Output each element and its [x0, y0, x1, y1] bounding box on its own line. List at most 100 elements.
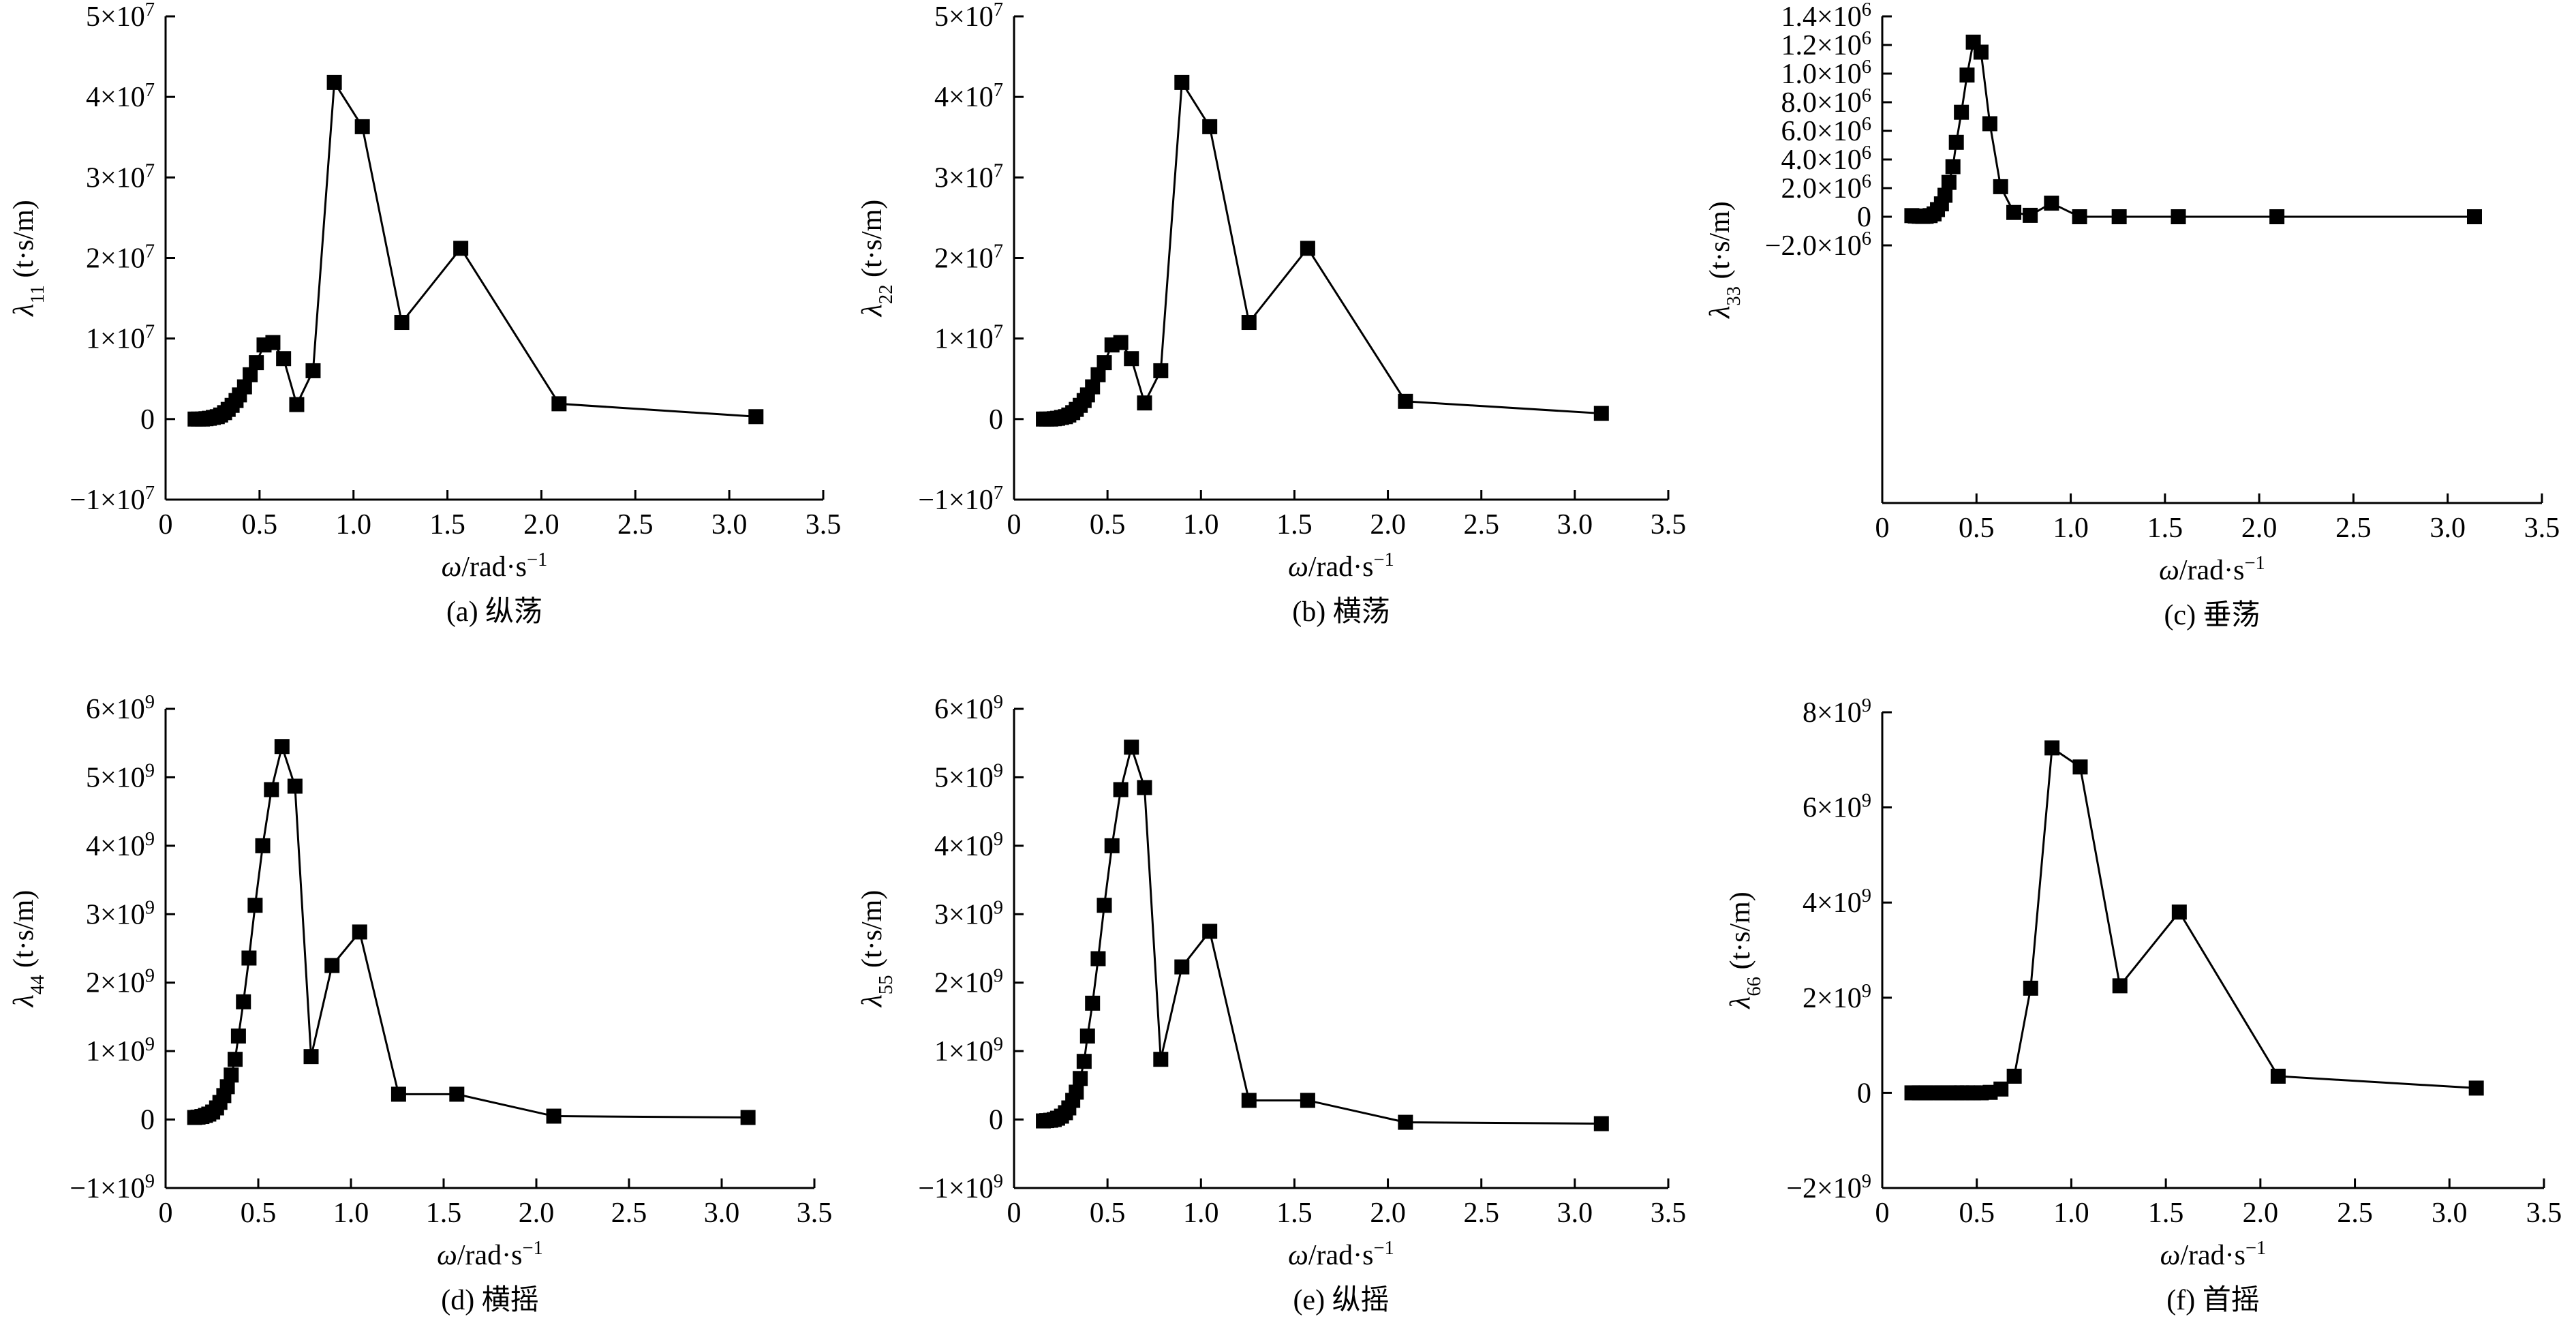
data-point: [2269, 209, 2285, 224]
y-tick-label: 8×109: [1803, 695, 1871, 729]
chart-a: 0 0.5 1.0 1.5 2.0 2.5 3.0 3.5−1×10701×1072×1073…: [8, 0, 841, 628]
y-tick-label: 3×109: [86, 897, 155, 931]
y-tick-label: 4×109: [86, 828, 155, 862]
data-point: [326, 74, 342, 90]
x-tick-label: 1.5: [429, 509, 465, 540]
chart-b: 0 0.5 1.0 1.5 2.0 2.5 3.0 3.5−1×10701×1072×1073…: [857, 0, 1686, 628]
x-tick-label: 3.0: [2429, 513, 2466, 544]
y-tick-label: 0: [140, 1105, 155, 1136]
y-tick-label: 2×109: [934, 965, 1003, 999]
data-point: [1174, 74, 1190, 90]
x-tick-label: 2.0: [1370, 1198, 1406, 1229]
data-point: [394, 315, 410, 331]
y-tick-label: 5×107: [934, 0, 1003, 33]
data-point: [1090, 951, 1106, 966]
x-axis-label: ω/rad·s−1: [2159, 553, 2265, 587]
y-axis-label: λ44 (t·s/m): [8, 890, 48, 1009]
x-tick-label: 1.5: [2148, 1198, 2184, 1229]
data-point: [219, 1079, 235, 1095]
y-axis-label: λ22 (t·s/m): [857, 200, 897, 318]
data-point: [1113, 782, 1129, 797]
y-tick-label: 0: [1857, 202, 1871, 233]
chart-caption: (f) 首摇: [2166, 1285, 2259, 1316]
y-tick-label: −1×109: [70, 1171, 155, 1205]
y-tick-label: 2.0×106: [1781, 171, 1871, 205]
data-point: [1993, 179, 2008, 194]
data-point: [1073, 1071, 1088, 1086]
data-point: [1174, 959, 1190, 975]
x-tick-label: 0: [159, 509, 173, 540]
x-tick-label: 1.0: [335, 509, 371, 540]
data-point: [1945, 159, 1961, 174]
data-point: [2044, 740, 2060, 756]
x-tick-label: 0.5: [1959, 1198, 1995, 1229]
x-tick-label: 2.0: [523, 509, 559, 540]
data-point: [551, 396, 567, 412]
data-point: [230, 1029, 246, 1044]
data-point: [2112, 978, 2128, 994]
y-tick-label: 6×109: [86, 692, 155, 726]
data-point: [243, 367, 258, 382]
y-tick-label: 8.0×106: [1781, 85, 1871, 119]
data-point: [546, 1108, 562, 1124]
y-tick-label: 1.4×106: [1781, 0, 1871, 33]
y-axis-label: λ11 (t·s/m): [8, 200, 48, 318]
data-point: [2006, 204, 2022, 220]
x-tick-label: 1.5: [1276, 1198, 1313, 1229]
data-point: [1593, 1116, 1609, 1131]
data-point: [2466, 209, 2482, 224]
x-tick-label: 0: [1875, 513, 1890, 544]
x-tick-label: 2.5: [1463, 1198, 1499, 1229]
y-tick-label: 0: [989, 404, 1003, 436]
data-point: [2072, 759, 2088, 775]
data-point: [1153, 1052, 1169, 1067]
x-tick-label: 0.5: [241, 1198, 277, 1229]
x-tick-label: 1.0: [1183, 509, 1219, 540]
y-tick-label: 1×107: [934, 321, 1003, 354]
data-point: [249, 355, 264, 371]
data-point: [1076, 1054, 1092, 1069]
x-tick-label: 0.5: [242, 509, 278, 540]
x-tick-label: 2.5: [617, 509, 654, 540]
x-tick-label: 2.5: [611, 1198, 647, 1229]
data-point: [1937, 187, 1953, 203]
data-point: [1241, 315, 1257, 331]
data-point: [2111, 209, 2127, 224]
x-tick-label: 0: [1875, 1198, 1890, 1229]
data-point: [1300, 1093, 1315, 1108]
y-tick-label: 1×109: [934, 1034, 1003, 1068]
y-tick-label: 2×107: [934, 241, 1003, 275]
data-point: [2171, 904, 2187, 920]
data-point: [1079, 1029, 1095, 1044]
data-point: [289, 397, 305, 412]
y-tick-label: 3×107: [86, 160, 155, 194]
data-point: [2023, 207, 2038, 223]
data-point: [740, 1110, 756, 1125]
data-point: [2044, 196, 2059, 211]
y-tick-label: 1.0×106: [1781, 57, 1871, 91]
x-tick-label: 3.0: [2432, 1198, 2468, 1229]
x-tick-label: 2.5: [2335, 513, 2372, 544]
y-axis-label: λ66 (t·s/m): [1725, 892, 1765, 1010]
data-point: [1982, 116, 1997, 132]
data-point: [1085, 379, 1101, 395]
y-tick-label: 6×109: [1803, 790, 1871, 824]
data-point: [453, 241, 469, 256]
y-tick-label: 3×107: [934, 160, 1003, 194]
y-tick-label: −1×107: [918, 483, 1003, 517]
y-tick-label: 6.0×106: [1781, 114, 1871, 148]
data-point: [2171, 209, 2186, 224]
data-point: [1113, 335, 1129, 350]
y-tick-label: 3×109: [934, 897, 1003, 931]
data-point: [1137, 395, 1152, 411]
data-point: [1398, 1114, 1413, 1130]
data-point: [265, 335, 281, 350]
data-point: [2270, 1068, 2286, 1084]
data-point: [224, 1067, 239, 1083]
data-point: [305, 363, 321, 378]
chart-f: 0 0.5 1.0 1.5 2.0 2.5 3.0 3.5−2×10902×1094×1096…: [1725, 695, 2562, 1317]
x-axis-label: ω/rad·s−1: [1288, 1238, 1394, 1272]
y-tick-label: 4×107: [934, 80, 1003, 114]
